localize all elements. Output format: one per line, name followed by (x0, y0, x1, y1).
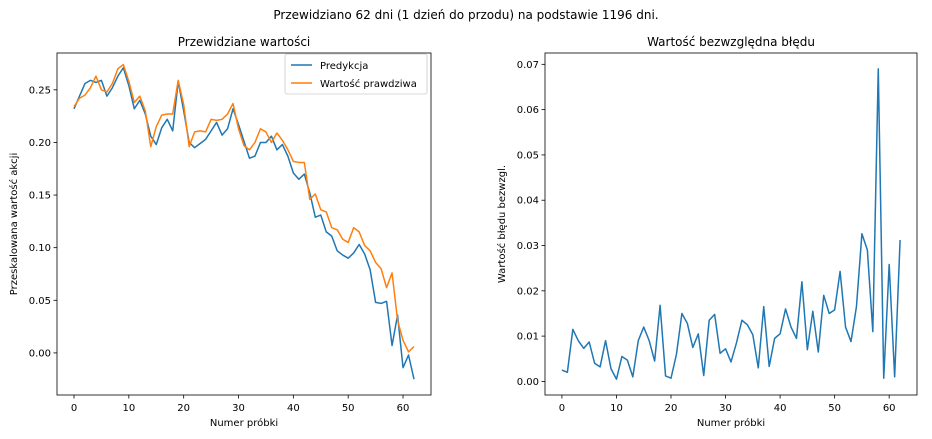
legend-prediction-label: Predykcja (320, 61, 368, 72)
absolute-error-axes-frame (544, 52, 918, 396)
predicted-values-legend: Predykcja Wartość prawdziwa (284, 53, 428, 95)
predicted-values-y-tick-label: 0.05 (29, 296, 51, 307)
predicted-values-y-ticks: 0.00 0.05 0.10 0.15 0.20 0.25 (29, 85, 57, 359)
absolute-error-y-tick-label: 0.05 (517, 150, 539, 161)
absolute-error-y-tick-label: 0.02 (517, 286, 539, 297)
absolute-error-x-tick-label: 0 (559, 403, 565, 414)
predicted-values-x-tick-label: 40 (287, 403, 300, 414)
predicted-values-x-tick-label: 50 (342, 403, 355, 414)
absolute-error-y-tick-label: 0.04 (517, 196, 539, 207)
absolute-error-title: Wartość bezwzględna błędu (647, 35, 815, 49)
predicted-values-x-tick-label: 10 (122, 403, 135, 414)
predicted-values-y-tick-label: 0.15 (29, 191, 51, 202)
predicted-values-x-tick-label: 30 (232, 403, 245, 414)
predicted-values-axes-frame (56, 52, 432, 396)
absolute-error-y-ticks: 0.00 0.01 0.02 0.03 0.04 0.05 0.06 0.07 (517, 60, 545, 388)
predicted-values-x-ticks: 0 10 20 30 40 50 60 (71, 395, 410, 414)
absolute-error-y-tick-label: 0.07 (517, 60, 539, 71)
absolute-error-y-tick-label: 0.01 (517, 332, 539, 343)
absolute-error-x-tick-label: 40 (774, 403, 787, 414)
absolute-error-y-axis-label: Wartość błędu bezwzgl. (496, 165, 508, 283)
legend-actual-label: Wartość prawdziwa (320, 78, 417, 90)
predicted-values-x-tick-label: 60 (397, 403, 410, 414)
predicted-values-x-axis-label: Numer próbki (210, 417, 278, 429)
predicted-values-y-tick-label: 0.25 (29, 85, 51, 96)
absolute-error-y-tick-label: 0.06 (517, 105, 539, 116)
predicted-values-y-axis-label: Przeskalowana wartość akcji (8, 153, 20, 296)
absolute-error-y-tick-label: 0.00 (517, 377, 539, 388)
absolute-error-x-tick-label: 20 (665, 403, 678, 414)
predicted-values-y-tick-label: 0.00 (29, 348, 51, 359)
absolute-error-y-tick-label: 0.03 (517, 241, 539, 252)
predicted-values-x-tick-label: 20 (177, 403, 190, 414)
predicted-values-x-tick-label: 0 (71, 403, 77, 414)
actual-line (73, 63, 415, 353)
figure-suptitle: Przewidziano 62 dni (1 dzień do przodu) … (273, 8, 658, 22)
predicted-values-chart: 0 10 20 30 40 50 60 0.00 0.05 0.10 0.15 0.20 0.25 P… (8, 35, 432, 429)
legend-box (284, 53, 428, 95)
absolute-error-plot-lines (561, 68, 901, 380)
absolute-error-chart: 0 10 20 30 40 50 60 0.000.010.020.030.040.050.… (496, 35, 918, 429)
absolute-error-x-axis-label: Numer próbki (697, 417, 765, 429)
predicted-values-title: Przewidziane wartości (178, 35, 311, 49)
absolute-error-line (561, 68, 901, 380)
absolute-error-x-tick-label: 50 (828, 403, 841, 414)
absolute-error-x-tick-label: 10 (610, 403, 623, 414)
predicted-values-y-tick-label: 0.20 (29, 138, 51, 149)
prediction-line (73, 66, 415, 380)
absolute-error-x-tick-label: 30 (719, 403, 732, 414)
absolute-error-x-tick-label: 60 (883, 403, 896, 414)
predicted-values-y-tick-label: 0.10 (29, 243, 51, 254)
absolute-error-x-ticks: 0 10 20 30 40 50 60 (559, 395, 896, 414)
predicted-values-plot-lines (73, 63, 415, 380)
